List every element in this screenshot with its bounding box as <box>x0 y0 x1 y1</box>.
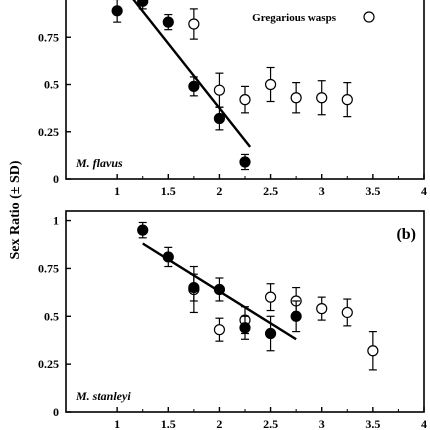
x-tick-label: 1 <box>114 417 120 430</box>
filled-data-point <box>137 0 149 7</box>
regression-line <box>132 0 252 148</box>
x-tick-label: 3 <box>319 184 325 198</box>
x-tick-label: 1.5 <box>161 417 176 430</box>
y-tick-label: 0.75 <box>38 30 59 44</box>
x-tick-label: 2 <box>216 184 222 198</box>
open-data-point <box>341 306 353 319</box>
filled-data-point <box>188 80 200 92</box>
x-tick-label: 4 <box>421 417 427 430</box>
x-tick-label: 1.5 <box>161 184 176 198</box>
panel-a: 1 1.5 2 2.5 3 3.5 4 0 0.25 0.5 0.75 M. flavus Gregar… <box>38 0 427 198</box>
open-data-point <box>239 94 251 106</box>
filled-data-point <box>290 310 302 322</box>
open-data-point <box>290 92 302 104</box>
x-tick-label: 2 <box>216 417 222 430</box>
y-tick-label: 0.5 <box>44 78 59 92</box>
filled-data-point <box>111 5 123 17</box>
open-data-point <box>316 303 328 315</box>
filled-data-point <box>213 283 226 296</box>
filled-data-point <box>162 251 174 263</box>
y-axis-label: Sex Ratio (± SD) <box>8 160 23 259</box>
y-tick-label: 0.25 <box>38 125 59 139</box>
open-data-point <box>264 291 277 303</box>
filled-data-point <box>188 281 200 294</box>
panel-letter: (b) <box>396 226 416 243</box>
y-tick-label: 0.25 <box>38 357 59 371</box>
y-tick-label: 0 <box>53 172 59 186</box>
filled-data-point <box>162 16 174 28</box>
species-label: M. flavus <box>75 156 123 170</box>
x-tick-label: 4 <box>421 184 427 198</box>
open-data-point <box>188 18 200 30</box>
x-tick-label: 3.5 <box>365 417 380 430</box>
x-tick-label: 1 <box>114 184 120 198</box>
filled-data-point <box>137 224 149 236</box>
legend-label: Gregarious wasps <box>252 12 337 24</box>
y-tick-label: 0.5 <box>44 309 59 323</box>
x-tick-label: 3.5 <box>365 184 380 198</box>
open-data-point <box>213 324 226 336</box>
filled-data-point <box>239 156 251 168</box>
species-label: M. stanleyi <box>75 389 131 403</box>
y-tick-label: 0.75 <box>38 261 59 275</box>
legend-open-marker <box>363 11 375 23</box>
open-data-point <box>213 84 226 96</box>
open-data-point <box>341 94 353 106</box>
open-data-point <box>316 92 328 104</box>
x-tick-label: 3 <box>319 417 325 430</box>
panel-b: 1 1.5 2 2.5 3 3.5 4 0 0.25 0.5 0.75 1 M. stanleyi (b) <box>38 210 427 430</box>
filled-data-point <box>213 112 226 125</box>
x-tick-label: 2.5 <box>263 184 278 198</box>
x-tick-label: 2.5 <box>263 417 278 430</box>
y-tick-label: 0 <box>53 405 59 419</box>
y-tick-label: 1 <box>53 214 59 228</box>
filled-data-point <box>239 322 251 334</box>
open-data-point <box>367 345 379 357</box>
filled-data-point <box>264 327 277 340</box>
open-data-point <box>264 78 277 91</box>
